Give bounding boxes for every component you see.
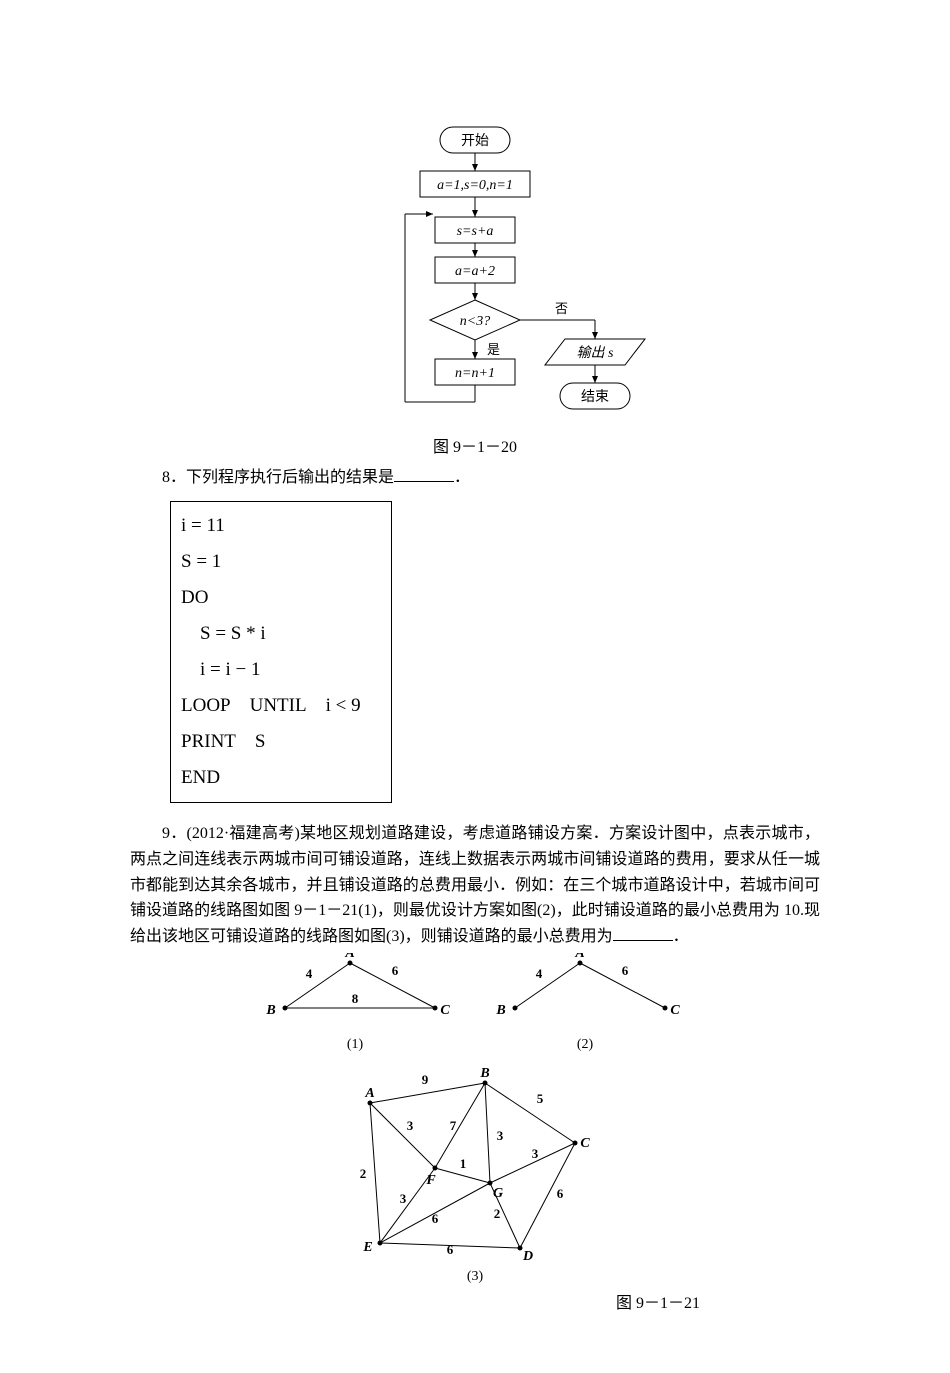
svg-text:6: 6	[622, 963, 629, 978]
graph12-svg: 4 6 8 A B C 4 6 A B C (1) (2)	[255, 953, 695, 1063]
graphs-container: 4 6 8 A B C 4 6 A B C (1) (2) 9 5 3 7 3 2 3 1 3 2 6 6 6 A B C D E F G (3…	[130, 953, 820, 1293]
svg-text:E: E	[362, 1240, 372, 1255]
svg-text:是: 是	[487, 342, 500, 357]
svg-text:2: 2	[494, 1206, 501, 1221]
svg-text:n=n+1: n=n+1	[455, 366, 495, 381]
svg-text:n<3?: n<3?	[460, 314, 490, 329]
svg-text:3: 3	[407, 1118, 414, 1133]
svg-text:5: 5	[537, 1091, 544, 1106]
svg-text:结束: 结束	[581, 389, 609, 405]
svg-text:C: C	[580, 1136, 590, 1151]
svg-text:3: 3	[497, 1128, 504, 1143]
svg-text:G: G	[493, 1186, 503, 1201]
q9-suffix: ．	[673, 928, 689, 945]
flowchart-svg: 是 否 开始 a=1,s=0,n=1 s=s+a a=a+2 n<3? n=n+1 输出 s 结束	[275, 120, 675, 420]
svg-text:1: 1	[460, 1156, 467, 1171]
svg-text:4: 4	[536, 966, 543, 981]
q8-prefix: 8．下列程序执行后输出的结果是	[162, 469, 394, 486]
flowchart-figure: 是 否 开始 a=1,s=0,n=1 s=s+a a=a+2 n<3? n=n+1 输出 s 结束	[130, 120, 820, 425]
svg-text:开始: 开始	[461, 133, 489, 149]
svg-text:9: 9	[422, 1072, 429, 1087]
svg-text:(1): (1)	[347, 1037, 364, 1052]
svg-text:a=1,s=0,n=1: a=1,s=0,n=1	[437, 178, 513, 193]
svg-text:(3): (3)	[467, 1269, 484, 1284]
q9-body: 9．(2012·福建高考)某地区规划道路建设，考虑道路铺设方案．方案设计图中，点…	[130, 825, 820, 944]
svg-text:6: 6	[557, 1186, 564, 1201]
flowchart-caption: 图 9－1－20	[130, 433, 820, 457]
svg-text:3: 3	[400, 1191, 407, 1206]
q8-blank	[394, 465, 454, 482]
svg-text:C: C	[670, 1003, 680, 1018]
svg-text:6: 6	[392, 963, 399, 978]
svg-text:6: 6	[447, 1242, 454, 1257]
svg-text:4: 4	[306, 966, 313, 981]
svg-text:2: 2	[360, 1166, 367, 1181]
svg-text:F: F	[425, 1173, 436, 1188]
svg-text:a=a+2: a=a+2	[455, 264, 495, 279]
q8-code-box: i = 11S = 1DO S = S * i i = i − 1LOOP UN…	[170, 501, 392, 804]
q9-blank	[613, 924, 673, 941]
q8-prompt: 8．下列程序执行后输出的结果是．	[130, 465, 820, 491]
svg-text:C: C	[440, 1003, 450, 1018]
svg-text:7: 7	[450, 1118, 457, 1133]
svg-text:输出 s: 输出 s	[577, 345, 614, 361]
svg-text:A: A	[364, 1086, 374, 1101]
svg-text:s=s+a: s=s+a	[457, 224, 494, 239]
svg-text:6: 6	[432, 1211, 439, 1226]
svg-text:B: B	[265, 1003, 275, 1018]
svg-text:8: 8	[352, 991, 359, 1006]
svg-text:否: 否	[555, 301, 568, 316]
graph3-svg: 9 5 3 7 3 2 3 1 3 2 6 6 6 A B C D E F G (3)	[325, 1068, 625, 1288]
svg-text:A: A	[574, 953, 584, 961]
q9-text: 9．(2012·福建高考)某地区规划道路建设，考虑道路铺设方案．方案设计图中，点…	[130, 821, 820, 949]
svg-text:B: B	[495, 1003, 505, 1018]
svg-text:3: 3	[532, 1146, 539, 1161]
svg-text:B: B	[479, 1068, 489, 1081]
svg-text:(2): (2)	[577, 1037, 594, 1052]
svg-text:D: D	[522, 1249, 533, 1264]
svg-text:A: A	[344, 953, 354, 961]
